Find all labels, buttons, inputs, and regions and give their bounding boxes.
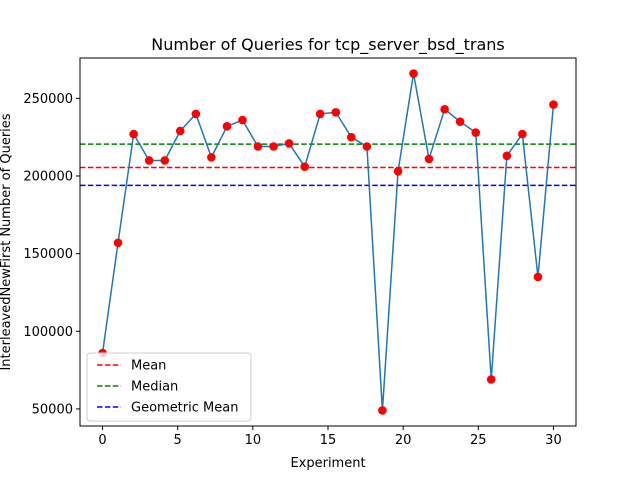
data-point [533, 272, 543, 282]
data-point [253, 142, 263, 151]
data-point [424, 154, 434, 164]
data-point [393, 167, 403, 176]
data-point [455, 117, 465, 126]
axes: 0 5 10 15 20 25 30 50000 100000 150000 200000 25000… [23, 57, 577, 448]
data-point [269, 142, 278, 151]
x-tick-label: 15 [320, 433, 337, 448]
data-point [549, 100, 558, 109]
data-point [440, 104, 449, 114]
data-point [518, 129, 527, 139]
data-point [129, 129, 138, 139]
series-line [101, 72, 555, 412]
legend: Mean Median Geometric Mean [86, 352, 252, 422]
y-tick-label: 50000 [32, 402, 73, 417]
x-tick-label: 10 [245, 433, 262, 448]
data-point [238, 115, 247, 125]
chart-title: Number of Queries for tcp_server_bsd_tra… [151, 35, 504, 55]
data-point [378, 406, 387, 415]
data-point [284, 139, 294, 148]
data-point [144, 156, 154, 165]
data-point [471, 128, 481, 137]
x-tick-label: 0 [98, 433, 106, 448]
legend-label: Geometric Mean [131, 401, 238, 416]
data-point [300, 162, 310, 171]
data-point [331, 108, 341, 117]
y-axis-label: InterleavedNewFirst Number of Queries [0, 113, 14, 370]
data-point [346, 132, 356, 142]
x-tick-label: 20 [395, 433, 412, 448]
data-point [486, 375, 496, 384]
data-point [409, 69, 418, 78]
legend-label: Median [131, 380, 178, 395]
data-point [191, 109, 201, 119]
data-point [315, 109, 325, 119]
x-tick-label: 5 [174, 433, 182, 448]
y-tick-label: 250000 [23, 92, 73, 107]
x-tick-label: 30 [545, 433, 562, 448]
y-tick-label: 100000 [23, 325, 73, 340]
y-tick-label: 200000 [23, 170, 73, 185]
data-point [160, 156, 170, 165]
x-tick-label: 25 [470, 433, 487, 448]
legend-box [86, 352, 252, 422]
data-point [175, 126, 185, 136]
legend-label: Mean [131, 359, 166, 374]
data-point [362, 142, 372, 151]
plot-area [80, 69, 576, 415]
data-point [222, 122, 232, 131]
data-point [113, 238, 123, 248]
x-axis-label: Experiment [290, 456, 365, 471]
data-point [502, 151, 512, 161]
y-tick-label: 150000 [23, 247, 73, 262]
data-point [207, 153, 216, 162]
